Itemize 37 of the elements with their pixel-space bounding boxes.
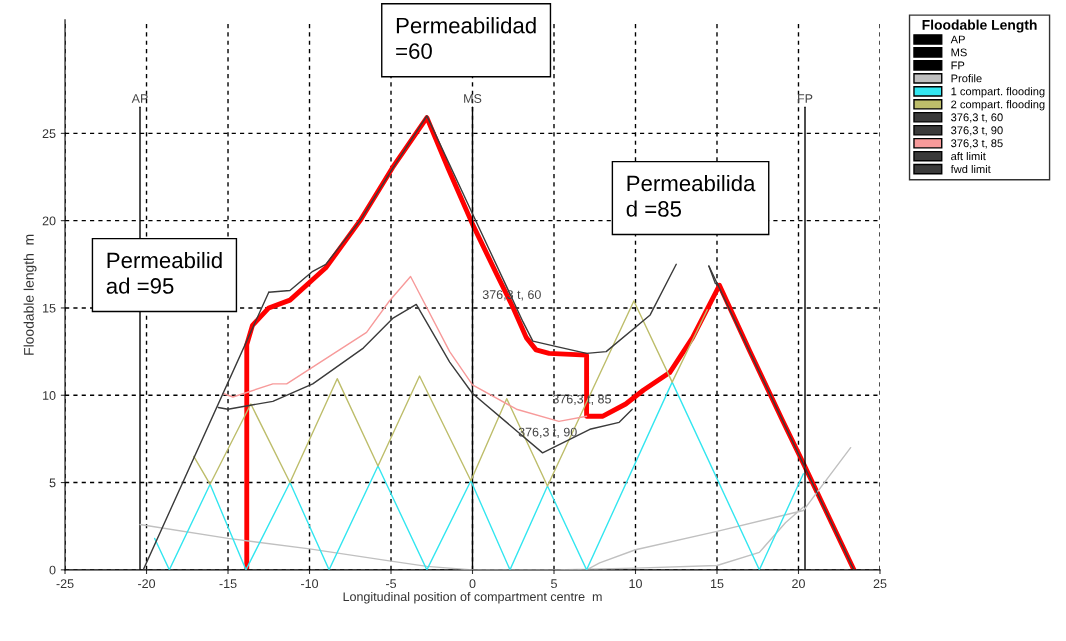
x-tick-label: -20 xyxy=(138,579,156,589)
legend-label: aft limit xyxy=(951,151,986,161)
annotation: MS xyxy=(464,94,482,103)
x-tick-label: -15 xyxy=(219,579,237,589)
x-tick-label: 15 xyxy=(710,579,724,589)
legend-label: 376,3 t, 60 xyxy=(951,113,1003,123)
x-tick-label: -25 xyxy=(56,579,74,589)
y-tick-label: 25 xyxy=(42,129,56,139)
legend-label: fwd limit xyxy=(950,164,991,174)
x-tick-label: 20 xyxy=(792,579,805,589)
annotation: Permeabilid ad =95 xyxy=(106,251,222,294)
x-tick-label: -10 xyxy=(301,579,319,589)
legend-label: MS xyxy=(951,48,967,57)
annotation: AP xyxy=(131,94,148,103)
y-axis-title: Floodable length m xyxy=(23,234,37,355)
legend-label: 2 compart. flooding xyxy=(951,100,1045,111)
x-tick-label: -5 xyxy=(386,579,397,589)
legend-label: FP xyxy=(951,61,965,70)
legend-label: AP xyxy=(950,35,965,44)
x-tick-label: 5 xyxy=(551,579,557,589)
y-tick-label: 10 xyxy=(43,391,56,400)
annotation: FP xyxy=(798,94,813,103)
x-tick-label: 0 xyxy=(469,579,476,589)
y-tick-label: 20 xyxy=(42,216,56,226)
y-tick-label: 15 xyxy=(43,303,56,313)
y-tick-label: 0 xyxy=(49,565,56,575)
legend-label: 376,3 t, 90 xyxy=(951,126,1003,136)
legend-title: Floodable Length xyxy=(922,19,1037,33)
y-tick-label: 5 xyxy=(49,478,56,488)
x-tick-label: 10 xyxy=(629,579,642,589)
legend-label: Profile xyxy=(951,74,982,83)
x-tick-label: 25 xyxy=(873,579,887,589)
legend-label: 1 compart. flooding xyxy=(951,87,1045,98)
legend-label: 376,3 t, 85 xyxy=(951,139,1003,149)
annotation: Permeabilida d =85 xyxy=(626,174,756,217)
x-axis-title: Longitudinal position of compartment centre m xyxy=(343,591,602,604)
annotation: Permeabilidad =60 xyxy=(396,17,536,59)
